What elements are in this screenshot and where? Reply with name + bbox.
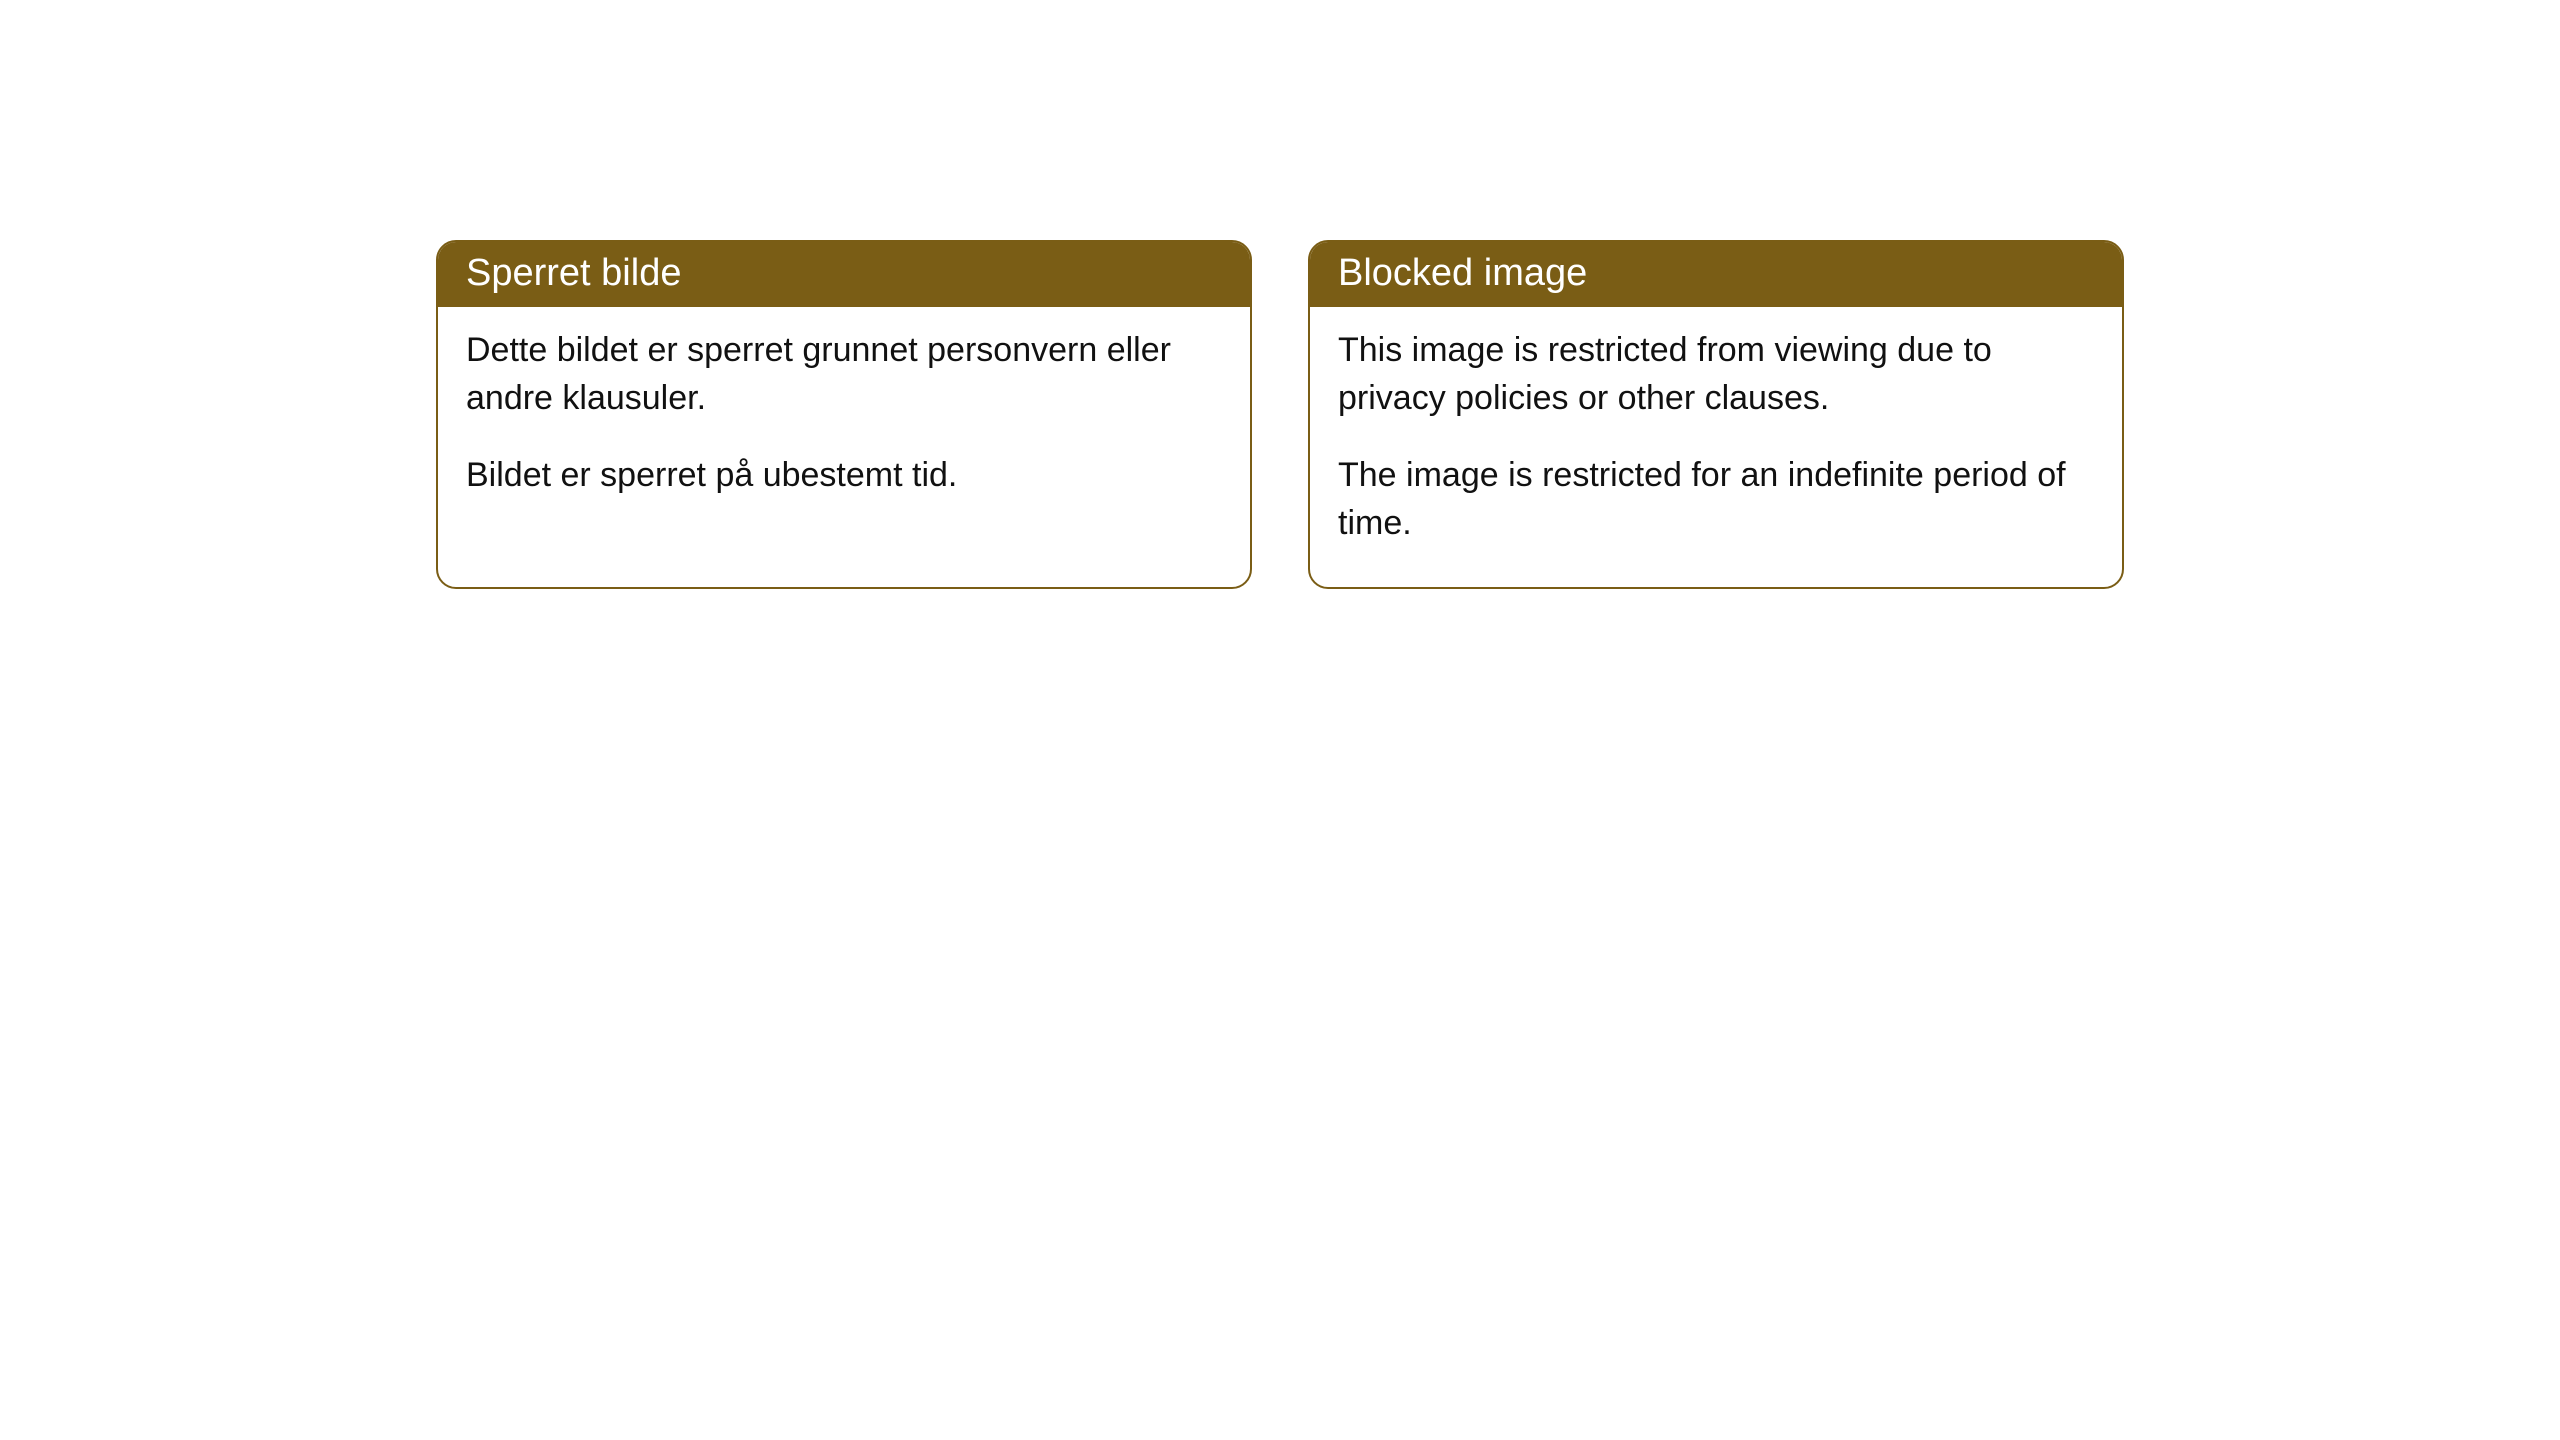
card-body-norwegian: Dette bildet er sperret grunnet personve…	[438, 307, 1250, 540]
card-english: Blocked image This image is restricted f…	[1308, 240, 2124, 589]
cards-container: Sperret bilde Dette bildet er sperret gr…	[422, 240, 2138, 589]
card-paragraph-1-norwegian: Dette bildet er sperret grunnet personve…	[466, 327, 1222, 422]
card-header-norwegian: Sperret bilde	[438, 242, 1250, 307]
card-body-english: This image is restricted from viewing du…	[1310, 307, 2122, 587]
card-paragraph-2-english: The image is restricted for an indefinit…	[1338, 452, 2094, 547]
card-paragraph-2-norwegian: Bildet er sperret på ubestemt tid.	[466, 452, 1222, 500]
card-norwegian: Sperret bilde Dette bildet er sperret gr…	[436, 240, 1252, 589]
card-paragraph-1-english: This image is restricted from viewing du…	[1338, 327, 2094, 422]
card-header-english: Blocked image	[1310, 242, 2122, 307]
